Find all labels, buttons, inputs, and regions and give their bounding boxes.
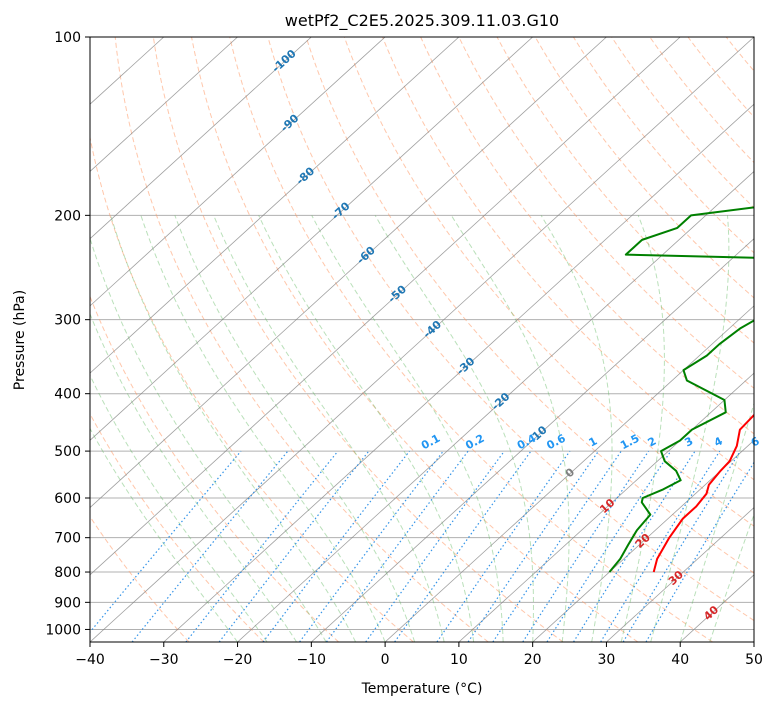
isotherm-line (384, 305, 754, 642)
isotherm-line (163, 103, 754, 642)
mixing-ratio-line (394, 450, 532, 642)
dewpoint-line (608, 206, 754, 573)
dry-adiabat-line (90, 515, 190, 642)
moist-adiabat-line (679, 401, 754, 642)
dry-adiabat-line (420, 37, 754, 435)
mixing-ratio-line (492, 450, 622, 642)
mixing-ratio-line (299, 450, 444, 642)
y-tick-label: 800 (54, 565, 81, 581)
moist-adiabat-line (540, 215, 613, 642)
moist-adiabat-line (90, 312, 298, 642)
y-tick-label: 200 (54, 208, 81, 224)
y-tick-label: 300 (54, 313, 81, 329)
isotherm-line (90, 37, 238, 172)
x-tick-label: 40 (671, 652, 689, 668)
isotherm-line (90, 37, 754, 642)
dry-adiabat-line (90, 412, 265, 642)
isotherm-line (311, 238, 754, 642)
dry-adiabat-line (534, 37, 754, 299)
x-tick-label: −40 (75, 652, 105, 668)
mixing-ratio-line (262, 450, 410, 642)
y-tick-label: 100 (54, 30, 81, 46)
isotherms (90, 37, 754, 642)
x-tick-label: 30 (598, 652, 616, 668)
moist-adiabat-line (620, 215, 665, 642)
mixing-ratio-line (90, 450, 242, 634)
x-tick-label: −10 (297, 652, 327, 668)
isotherm-line (90, 37, 386, 307)
mixing-ratio-line (365, 450, 505, 642)
mixing-ratio-line (546, 450, 672, 642)
isotherm-line (90, 37, 681, 576)
plot-area (90, 37, 754, 642)
y-tick-label: 400 (54, 387, 81, 403)
moist-adiabat-line (258, 215, 475, 642)
moist-adiabat-line (311, 215, 504, 642)
mixing-ratio-line (436, 450, 571, 642)
axis-ticks: −40 −30 −20 −10 0 10 20 30 40 50 100 200 300 400 500 60… (45, 30, 763, 668)
moist-adiabat-line (110, 215, 357, 642)
x-axis-label: Temperature (°C) (361, 681, 483, 697)
y-tick-label: 500 (54, 444, 81, 460)
y-tick-label: 1000 (45, 622, 81, 638)
mixing-ratio-line (622, 450, 741, 642)
y-tick-label: 700 (54, 531, 81, 547)
mixing-ratio-lines (90, 450, 754, 642)
moist-adiabat-line (650, 215, 730, 642)
mixing-ratio-line (185, 450, 339, 642)
dry-adiabat-line (152, 37, 564, 642)
y-tick-label: 900 (54, 595, 81, 611)
dry-adiabat-line (114, 37, 489, 642)
isotherm-line (237, 170, 754, 642)
mixing-ratio-line (131, 450, 289, 642)
x-tick-label: 20 (524, 652, 542, 668)
isotherm-line (606, 507, 754, 642)
moist-adiabat-line (90, 236, 327, 642)
y-axis-label: Pressure (hPa) (12, 290, 28, 390)
mixing-ratio-line (522, 450, 650, 642)
pressure-gridlines (90, 37, 754, 630)
dry-adiabat-line (191, 37, 639, 642)
isotherm-line (458, 372, 754, 642)
isotherm-line (90, 37, 533, 441)
moist-adiabats (90, 215, 754, 642)
x-tick-label: −20 (223, 652, 253, 668)
x-tick-label: 10 (450, 652, 468, 668)
mixing-ratio-line (325, 450, 469, 642)
temperature-line (652, 413, 754, 573)
profile-series (608, 206, 754, 573)
x-tick-label: 0 (381, 652, 390, 668)
dry-adiabat-line (305, 37, 754, 574)
isotherm-line (90, 37, 607, 509)
mixing-ratio-line (467, 450, 599, 642)
dry-adiabat-line (343, 37, 754, 527)
isotherm-line (90, 37, 312, 240)
isotherm-line (90, 37, 460, 374)
dry-adiabat-line (90, 295, 339, 642)
dry-adiabat-line (229, 37, 713, 642)
chart-title: wetPf2_C2E5.2025.309.11.03.G10 (285, 11, 559, 31)
moist-adiabat-line (213, 215, 445, 642)
x-tick-label: −30 (149, 652, 179, 668)
moist-adiabat-line (174, 215, 416, 642)
y-tick-label: 600 (54, 491, 81, 507)
dry-adiabat-line (496, 37, 754, 344)
mixing-ratio-line (573, 450, 696, 642)
moist-adiabat-line (140, 215, 386, 642)
x-tick-label: 50 (745, 652, 763, 668)
isotherm-line (532, 439, 754, 642)
plot-frame (89, 36, 755, 643)
